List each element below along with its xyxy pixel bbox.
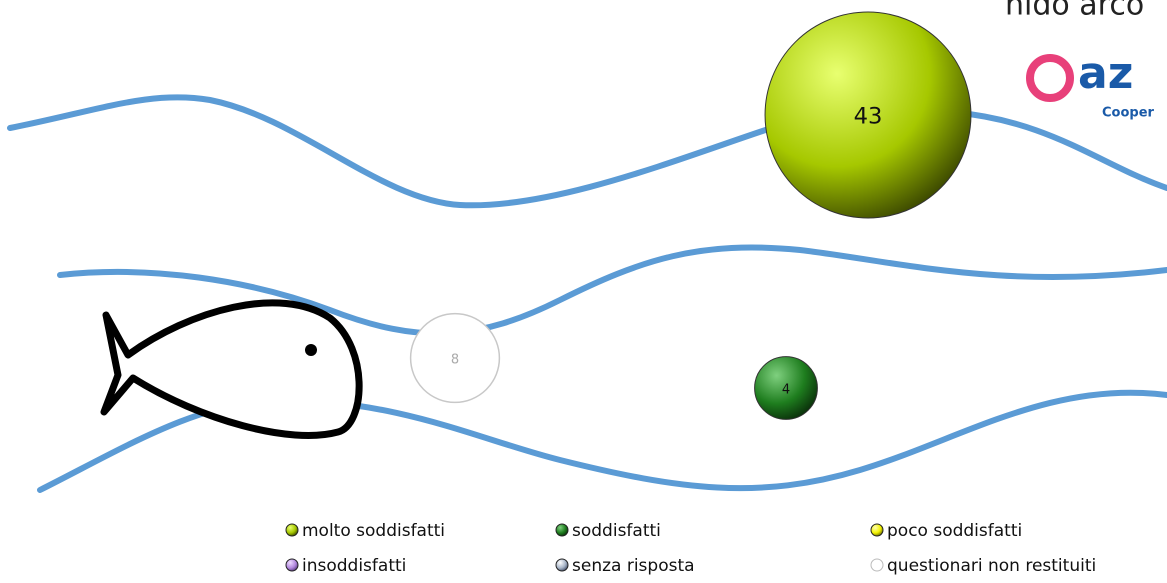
- data-label: 8: [451, 353, 459, 368]
- data-label: 4: [782, 383, 790, 398]
- header-title: nido arco: [1005, 0, 1144, 23]
- legend-label: soddisfatti: [572, 521, 661, 541]
- legend-marker: [286, 524, 298, 536]
- legend-label: molto soddisfatti: [302, 521, 445, 541]
- fish: [104, 303, 359, 436]
- logo-subtitle: Cooper: [1102, 106, 1155, 121]
- legend-marker: [871, 559, 883, 571]
- fish-eye: [305, 344, 317, 356]
- legend-marker: [556, 559, 568, 571]
- legend-label: questionari non restituiti: [887, 556, 1096, 576]
- slide: nido arco az Cooper 43 4 8 molto soddisfatt…: [0, 0, 1167, 583]
- decoration: [10, 97, 1167, 490]
- legend-marker: [556, 524, 568, 536]
- legend-marker: [871, 524, 883, 536]
- data-label: 43: [854, 104, 883, 130]
- legend-label: insoddisfatti: [302, 556, 406, 576]
- legend-marker: [286, 559, 298, 571]
- wave: [10, 97, 1167, 205]
- logo: az: [1078, 48, 1133, 99]
- logo-mark: [1030, 58, 1070, 98]
- chart: 43 4 8 molto soddisfatti soddisfatti poco sod…: [286, 12, 1096, 576]
- legend-label: senza risposta: [572, 556, 695, 576]
- legend-label: poco soddisfatti: [887, 521, 1022, 541]
